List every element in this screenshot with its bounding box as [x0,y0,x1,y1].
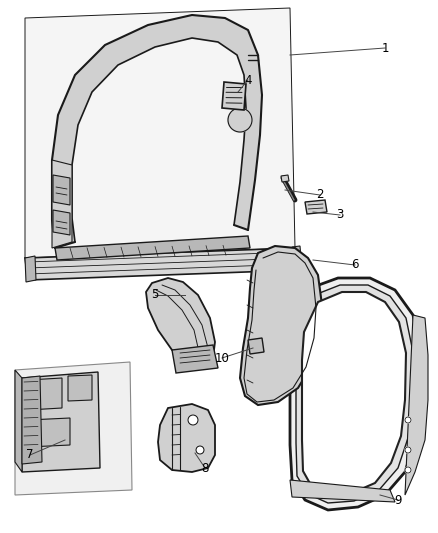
Polygon shape [302,292,406,495]
Text: 7: 7 [26,448,34,462]
Polygon shape [281,175,289,182]
Polygon shape [53,210,70,235]
Polygon shape [292,246,302,271]
Polygon shape [53,175,70,205]
Circle shape [405,447,411,453]
Polygon shape [28,418,70,447]
Polygon shape [25,248,300,280]
Polygon shape [158,404,215,472]
Polygon shape [22,376,42,464]
Polygon shape [146,278,215,362]
Polygon shape [296,285,413,503]
Text: 1: 1 [381,42,389,54]
Text: 6: 6 [351,259,359,271]
Polygon shape [28,378,62,410]
Polygon shape [15,362,132,495]
Polygon shape [52,15,262,248]
Polygon shape [172,345,218,373]
Text: 2: 2 [316,189,324,201]
Polygon shape [305,200,327,214]
Polygon shape [290,480,395,502]
Polygon shape [248,338,264,354]
Polygon shape [240,246,322,405]
Polygon shape [22,372,100,472]
Circle shape [405,467,411,473]
Text: 9: 9 [394,494,402,506]
Polygon shape [15,370,22,472]
Polygon shape [68,375,92,401]
Polygon shape [25,8,295,258]
Polygon shape [405,315,428,495]
Circle shape [188,415,198,425]
Polygon shape [55,236,250,260]
Text: 8: 8 [201,462,208,474]
Circle shape [196,446,204,454]
Text: 3: 3 [336,208,344,222]
Polygon shape [25,256,36,282]
Circle shape [405,417,411,423]
Text: 4: 4 [244,74,252,86]
Circle shape [228,108,252,132]
Polygon shape [222,82,246,110]
Polygon shape [290,278,420,510]
Text: 5: 5 [151,288,159,302]
Text: 10: 10 [215,351,230,365]
Polygon shape [52,160,72,248]
